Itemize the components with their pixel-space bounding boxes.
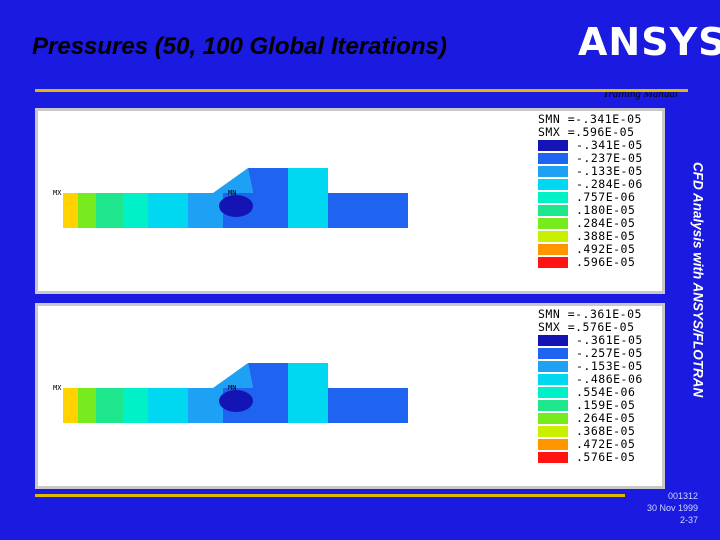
legend-entry: .159E-05 [538,399,663,412]
legend-label: -.257E-05 [576,346,643,360]
legend-swatch [538,335,568,346]
legend-label: .264E-05 [576,411,636,425]
contour-plot-2: MX MN [48,363,408,423]
legend-label: -.237E-05 [576,151,643,165]
legend-entry: .284E-05 [538,217,663,230]
smn-label: SMN =-.361E-05 [538,307,642,321]
legend-entry: -.153E-05 [538,360,663,373]
footer-date: 30 Nov 1999 [646,503,698,513]
contour-legend-1: SMN =-.341E-05 SMX =.596E-05 -.341E-05 -… [538,113,663,269]
legend-swatch [538,231,568,242]
legend-swatch [538,218,568,229]
smx-label: SMX =.596E-05 [538,125,635,139]
legend-label: .180E-05 [576,203,636,217]
footer-page-number: 2-37 [679,515,698,525]
legend-label: -.361E-05 [576,333,643,347]
legend-entry: .368E-05 [538,425,663,438]
legend-label: .757E-06 [576,190,636,204]
slide-footer: 001312 30 Nov 1999 2-37 [620,490,698,526]
legend-swatch [538,452,568,463]
min-marker-2: MN [228,384,236,392]
legend-swatch [538,140,568,151]
pressure-plot-panel-2: MX MN SMN =-.361E-05 SMX =.576E-05 -.361… [35,303,665,489]
vertical-course-title: CFD Analysis with ANSYS/FLOTRAN [686,100,710,460]
legend-swatch [538,166,568,177]
contour-regions [48,363,408,423]
legend-swatch [538,153,568,164]
legend-swatch [538,439,568,450]
legend-label: .368E-05 [576,424,636,438]
legend-swatch [538,192,568,203]
legend-entry: -.284E-06 [538,178,663,191]
legend-entry: -.237E-05 [538,152,663,165]
legend-swatch [538,205,568,216]
top-divider [35,89,688,92]
legend-label: -.284E-06 [576,177,643,191]
brand-name: ANSYS [578,20,720,64]
smx-label: SMX =.576E-05 [538,320,635,334]
legend-label: .596E-05 [576,255,636,269]
legend-label: .554E-06 [576,385,636,399]
legend-label: -.486E-06 [576,372,643,386]
pressure-plot-panel-1: MX MN SMN =-.341E-05 SMX =.596E-05 -.341… [35,108,665,294]
legend-swatch [538,179,568,190]
course-title-text: CFD Analysis with ANSYS/FLOTRAN [690,162,706,398]
legend-swatch [538,244,568,255]
legend-entry: -.257E-05 [538,347,663,360]
legend-label: -.133E-05 [576,164,643,178]
legend-label: .284E-05 [576,216,636,230]
contour-plot-1: MX MN [48,168,408,228]
contour-legend-2: SMN =-.361E-05 SMX =.576E-05 -.361E-05 -… [538,308,663,464]
legend-label: .159E-05 [576,398,636,412]
legend-entry: .757E-06 [538,191,663,204]
max-marker-1: MX [53,189,62,197]
legend-entry: -.133E-05 [538,165,663,178]
legend-label: .576E-05 [576,450,636,464]
legend-entry: .388E-05 [538,230,663,243]
legend-label: .472E-05 [576,437,636,451]
bottom-divider [35,494,625,497]
legend-entry: .180E-05 [538,204,663,217]
ansys-logo: ANSYS® [578,20,720,64]
legend-label: .388E-05 [576,229,636,243]
legend-label: -.153E-05 [576,359,643,373]
legend-entry: .576E-05 [538,451,663,464]
legend-swatch [538,400,568,411]
legend-label: .492E-05 [576,242,636,256]
legend-entry: .596E-05 [538,256,663,269]
legend-entry: .554E-06 [538,386,663,399]
legend-entry: .472E-05 [538,438,663,451]
min-marker-1: MN [228,189,236,197]
legend-entry: -.341E-05 [538,139,663,152]
legend-swatch [538,374,568,385]
max-marker-2: MX [53,384,62,392]
legend-swatch [538,426,568,437]
legend-swatch [538,257,568,268]
legend-swatch [538,361,568,372]
legend-entry: .492E-05 [538,243,663,256]
contour-regions [48,168,408,228]
slide-title: Pressures (50, 100 Global Iterations) [32,33,447,60]
footer-code: 001312 [667,491,698,501]
legend-swatch [538,387,568,398]
legend-swatch [538,348,568,359]
legend-entry: -.361E-05 [538,334,663,347]
legend-entry: -.486E-06 [538,373,663,386]
smn-label: SMN =-.341E-05 [538,112,642,126]
legend-entry: .264E-05 [538,412,663,425]
legend-swatch [538,413,568,424]
legend-label: -.341E-05 [576,138,643,152]
